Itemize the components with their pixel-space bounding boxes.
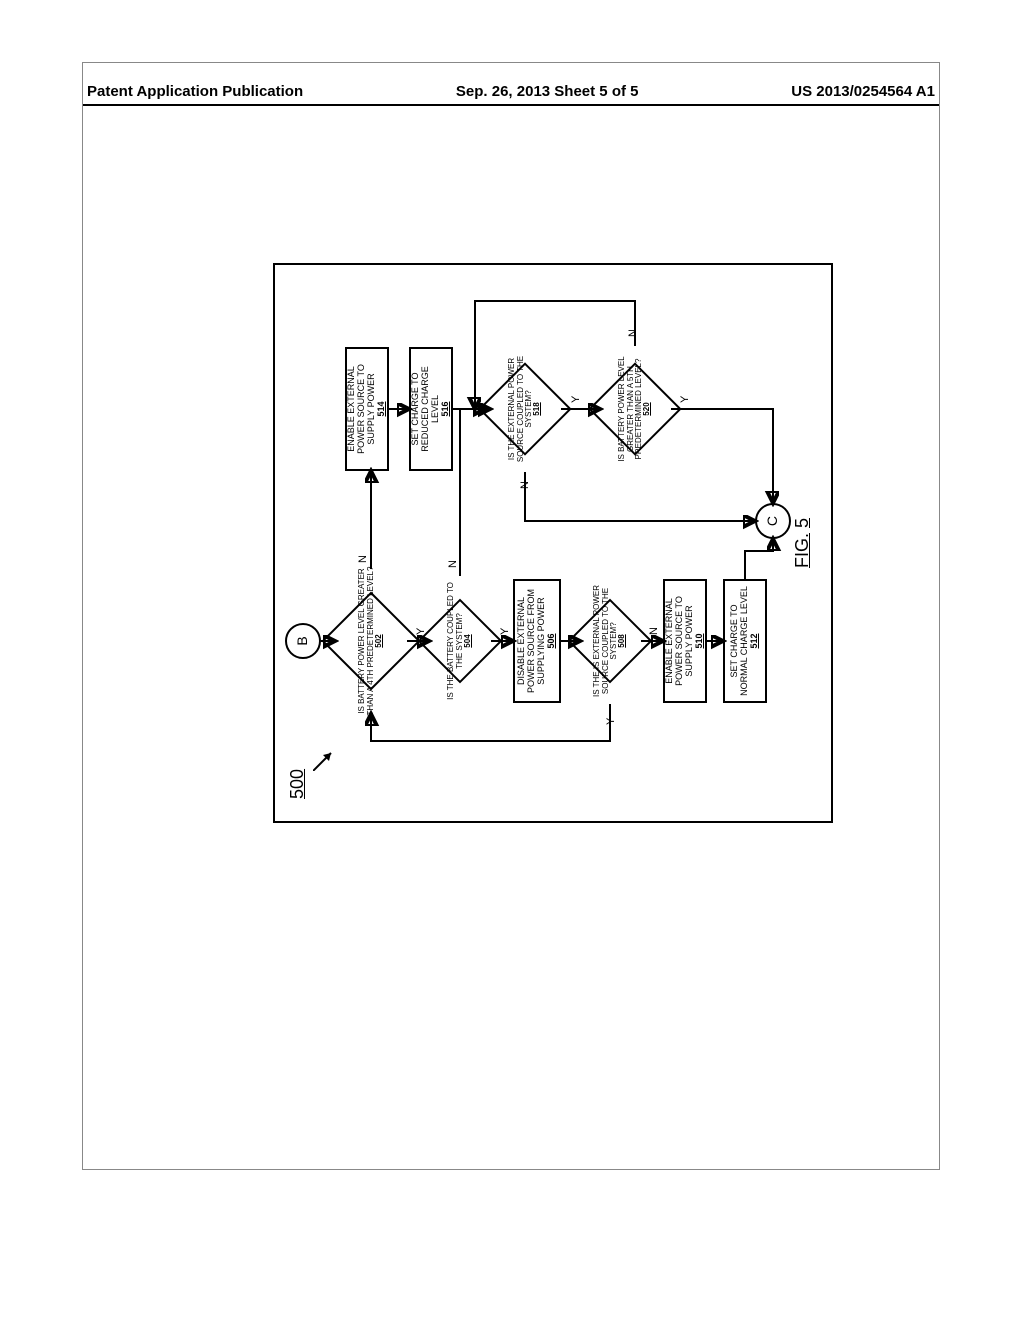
header-center: Sep. 26, 2013 Sheet 5 of 5 bbox=[456, 83, 639, 100]
flowchart-diagram: 500 B IS BATTERY POWER LEVEL GREATER THA… bbox=[273, 263, 833, 823]
flow-arrows bbox=[275, 265, 831, 821]
figure-label: FIG. 5 bbox=[792, 518, 813, 568]
page-frame: Patent Application Publication Sep. 26, … bbox=[82, 62, 940, 1170]
page-header: Patent Application Publication Sep. 26, … bbox=[83, 83, 939, 106]
header-right: US 2013/0254564 A1 bbox=[791, 83, 935, 100]
header-left: Patent Application Publication bbox=[87, 83, 303, 100]
